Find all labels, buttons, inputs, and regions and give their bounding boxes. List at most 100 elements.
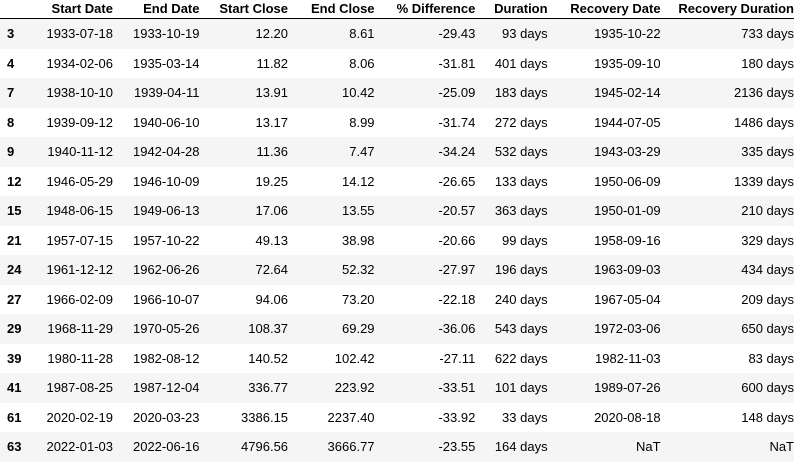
cell-recovery-duration: 434 days: [741, 262, 794, 278]
cell-end-close: 52.32: [342, 262, 375, 278]
cell-start-date: 2022-01-03: [46, 439, 113, 455]
cell-duration: 93 days: [502, 26, 548, 42]
cell-duration: 33 days: [502, 409, 548, 425]
cell-start-date: 1980-11-28: [47, 350, 113, 366]
header-index: [0, 0, 32, 19]
cell-recovery-duration: 180 days: [741, 55, 794, 71]
cell-start-date: 1934-02-06: [46, 55, 113, 71]
cell-start-date: 1946-05-29: [46, 173, 113, 189]
table-row: 4 1934-02-06 1935-03-14 11.82 8.06 -31.81 401 …: [0, 48, 794, 78]
cell-pct-difference: -23.55: [438, 439, 476, 455]
row-index: 7: [7, 85, 15, 101]
cell-pct-difference: -29.43: [438, 26, 476, 42]
cell-end-close: 3666.77: [327, 439, 375, 455]
cell-end-date: 2020-03-23: [132, 409, 200, 425]
cell-duration: 363 days: [494, 203, 548, 219]
cell-start-close: 140.52: [248, 350, 289, 366]
header-end-close: End Close: [288, 0, 375, 19]
cell-end-close: 73.20: [342, 291, 375, 307]
cell-recovery-duration: 2136 days: [734, 85, 794, 101]
cell-duration: 240 days: [494, 291, 548, 307]
cell-recovery-duration: 335 days: [741, 144, 794, 160]
header-row: Start Date End Date Start Close End Clos…: [0, 0, 794, 19]
cell-end-date: 1940-06-10: [132, 114, 200, 130]
cell-start-close: 94.06: [255, 291, 289, 307]
cell-recovery-date: 1944-07-05: [594, 114, 661, 130]
cell-duration: 401 days: [494, 55, 548, 71]
table-row: 7 1938-10-10 1939-04-11 13.91 10.42 -25.09 183…: [0, 78, 794, 108]
row-index: 21: [7, 232, 22, 248]
cell-pct-difference: -20.66: [438, 232, 476, 248]
cell-start-date: 1961-12-12: [46, 262, 113, 278]
row-index: 61: [7, 409, 22, 425]
cell-start-date: 1933-07-18: [46, 26, 113, 42]
cell-pct-difference: -25.09: [438, 85, 476, 101]
table-row: 24 1961-12-12 1962-06-26 72.64 52.32 -27.97 19…: [0, 255, 794, 285]
cell-duration: 622 days: [494, 350, 548, 366]
cell-start-date: 1940-11-12: [47, 144, 113, 160]
cell-pct-difference: -27.11: [439, 350, 476, 366]
table-row: 9 1940-11-12 1942-04-28 11.36 7.47 -34.24 532 …: [0, 137, 794, 167]
cell-end-close: 10.42: [342, 85, 375, 101]
cell-recovery-date: 1950-06-09: [594, 173, 661, 189]
cell-start-close: 13.17: [255, 114, 289, 130]
cell-end-close: 102.42: [334, 350, 375, 366]
cell-recovery-date: NaT: [636, 439, 661, 455]
cell-start-date: 1987-08-25: [46, 380, 113, 396]
cell-end-date: 1933-10-19: [132, 26, 200, 42]
row-index: 39: [7, 350, 22, 366]
cell-pct-difference: -20.57: [438, 203, 476, 219]
table-row: 21 1957-07-15 1957-10-22 49.13 38.98 -20.66 99…: [0, 225, 794, 255]
cell-start-close: 19.25: [255, 173, 289, 189]
cell-recovery-duration: 650 days: [741, 321, 794, 337]
cell-end-date: 1946-10-09: [132, 173, 200, 189]
header-start-date: Start Date: [31, 0, 113, 19]
cell-start-date: 1939-09-12: [46, 114, 113, 130]
cell-recovery-date: 1982-11-03: [595, 350, 661, 366]
table-row: 41 1987-08-25 1987-12-04 336.77 223.92 -33.51…: [0, 373, 794, 403]
cell-start-close: 12.20: [255, 26, 289, 42]
cell-end-close: 14.12: [342, 173, 375, 189]
cell-pct-difference: -33.92: [438, 409, 476, 425]
cell-recovery-date: 2020-08-18: [594, 409, 661, 425]
cell-recovery-date: 1935-09-10: [594, 55, 661, 71]
cell-start-close: 72.64: [255, 262, 289, 278]
cell-end-date: 1966-10-07: [132, 291, 200, 307]
row-index: 8: [7, 114, 15, 130]
cell-end-close: 13.55: [342, 203, 375, 219]
cell-pct-difference: -31.81: [438, 55, 476, 71]
cell-end-close: 8.06: [349, 55, 375, 71]
cell-pct-difference: -26.65: [438, 173, 476, 189]
cell-end-close: 8.61: [349, 26, 375, 42]
cell-recovery-duration: 1486 days: [734, 114, 794, 130]
cell-end-date: 1939-04-11: [133, 85, 200, 101]
cell-recovery-duration: 209 days: [741, 291, 794, 307]
cell-duration: 272 days: [494, 114, 548, 130]
row-index: 9: [7, 144, 15, 160]
cell-recovery-date: 1989-07-26: [594, 380, 661, 396]
header-end-date: End Date: [112, 0, 200, 19]
cell-end-date: 1987-12-04: [132, 380, 200, 396]
cell-recovery-date: 1963-09-03: [594, 262, 661, 278]
cell-end-date: 1970-05-26: [132, 321, 200, 337]
cell-start-close: 13.91: [255, 85, 289, 101]
cell-recovery-date: 1943-03-29: [594, 144, 661, 160]
cell-end-date: 1942-04-28: [132, 144, 200, 160]
table-row: 27 1966-02-09 1966-10-07 94.06 73.20 -22.18 24…: [0, 284, 794, 314]
table-row: 61 2020-02-19 2020-03-23 3386.15 2237.40 -33.…: [0, 402, 794, 432]
cell-start-close: 4796.56: [241, 439, 289, 455]
table-row: 12 1946-05-29 1946-10-09 19.25 14.12 -26.65 13…: [0, 166, 794, 196]
cell-recovery-duration: 329 days: [741, 232, 794, 248]
cell-duration: 99 days: [502, 232, 548, 248]
header-recovery-duration: Recovery Duration: [660, 0, 794, 19]
table-row: 39 1980-11-28 1982-08-12 140.52 102.42 -27.11…: [0, 343, 794, 373]
cell-end-date: 2022-06-16: [132, 439, 200, 455]
table-row: 15 1948-06-15 1949-06-13 17.06 13.55 -20.57 36…: [0, 196, 794, 226]
row-index: 3: [7, 26, 15, 42]
cell-end-date: 1957-10-22: [132, 232, 200, 248]
row-index: 12: [7, 173, 22, 189]
cell-duration: 183 days: [494, 85, 548, 101]
cell-duration: 196 days: [494, 262, 548, 278]
cell-pct-difference: -22.18: [438, 291, 476, 307]
cell-duration: 543 days: [494, 321, 548, 337]
